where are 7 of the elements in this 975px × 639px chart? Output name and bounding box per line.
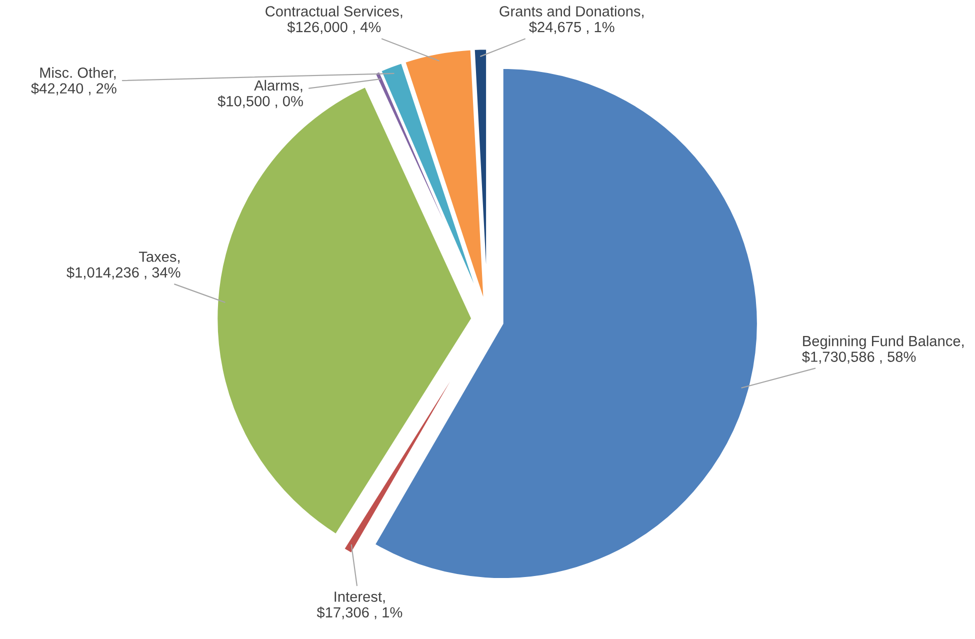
slice-label: Misc. Other, $42,240 , 2% (31, 67, 116, 96)
slice-label: Contractual Services, $126,000 , 4% (266, 6, 402, 34)
slice-label: Taxes, $1,014,236 , 34% (66, 252, 180, 280)
slice-label: Grants and Donations, $24,675 , 1% (500, 6, 644, 34)
slice-label: Interest, $17,306 , 1% (316, 592, 402, 620)
slice-label: Beginning Fund Balance, $1,730,586 , 58% (802, 336, 964, 364)
slice-label: Alarms, $10,500 , 0% (218, 80, 303, 108)
